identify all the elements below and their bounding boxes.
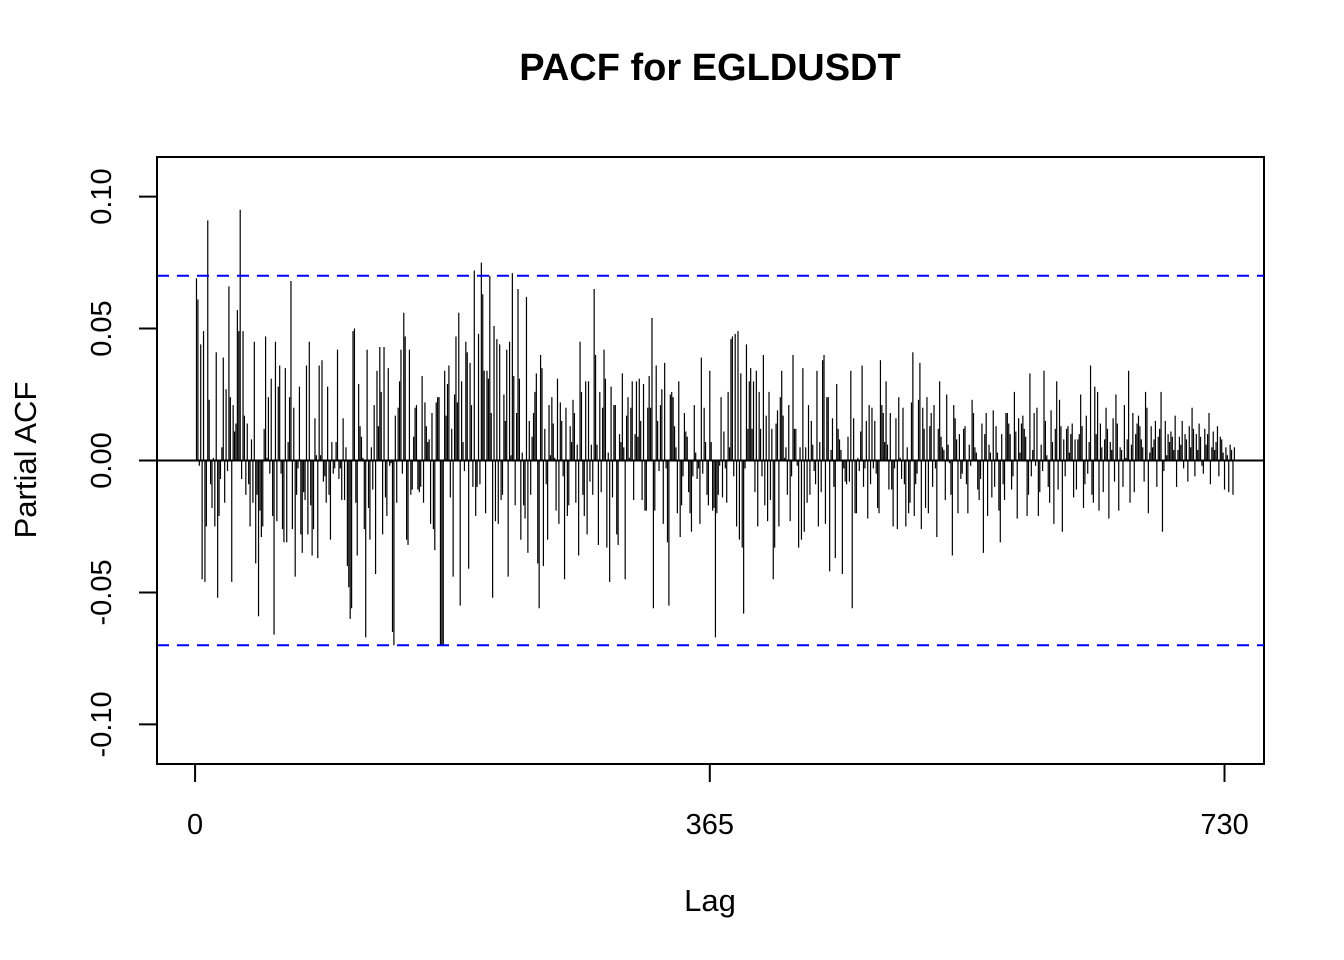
y-tick-label: 0.00: [86, 432, 118, 488]
y-tick-label: 0.05: [86, 300, 118, 356]
y-tick-label: 0.10: [86, 168, 118, 224]
y-axis-label: Partial ACF: [8, 382, 43, 539]
x-tick-label: 365: [686, 809, 734, 841]
pacf-bars: [195, 209, 1235, 646]
x-axis: 0 365 730: [187, 763, 1249, 841]
x-axis-label: Lag: [684, 883, 736, 918]
y-axis: -0.10 -0.05 0.00 0.05 0.10: [86, 168, 158, 757]
x-tick-label: 730: [1200, 809, 1248, 841]
chart-title: PACF for EGLDUSDT: [519, 47, 900, 89]
x-tick-label: 0: [187, 809, 203, 841]
y-tick-label: -0.05: [86, 559, 118, 625]
y-tick-label: -0.10: [86, 691, 118, 757]
